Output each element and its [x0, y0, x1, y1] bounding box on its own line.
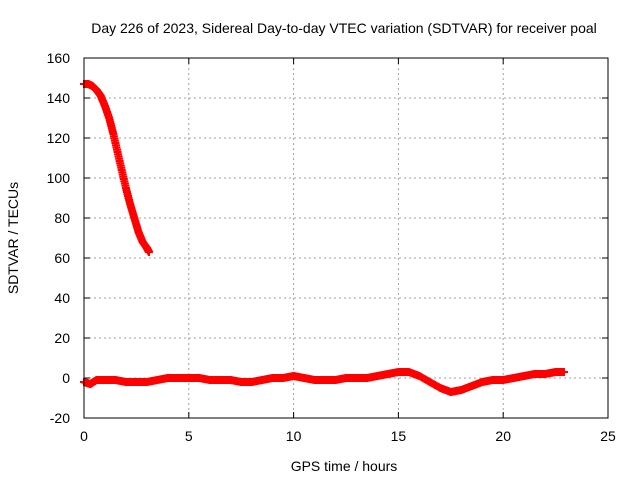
tick-labels: 0 5 10 15 20 25 -20 0 20 40 60 80 100 120 140 160: [47, 50, 616, 444]
y-tick-label: 100: [47, 170, 71, 186]
y-tick-label: 0: [62, 370, 70, 386]
y-tick-label: 120: [47, 130, 71, 146]
y-tick-label: 20: [54, 330, 70, 346]
data-point: [559, 368, 568, 376]
x-tick-label: 25: [600, 428, 616, 444]
y-tick-label: -20: [50, 410, 70, 426]
data-series-1: [80, 80, 153, 256]
axis-ticks: [83, 57, 609, 419]
y-tick-label: 80: [54, 210, 70, 226]
data-series-2: [80, 368, 568, 396]
chart-title: Day 226 of 2023, Sidereal Day-to-day VTE…: [91, 20, 597, 36]
x-axis-title: GPS time / hours: [291, 458, 398, 474]
y-tick-label: 160: [47, 50, 71, 66]
y-tick-label: 40: [54, 290, 70, 306]
x-tick-label: 15: [391, 428, 407, 444]
data-point: [144, 248, 153, 256]
x-tick-label: 10: [286, 428, 302, 444]
y-tick-label: 60: [54, 250, 70, 266]
x-tick-label: 5: [185, 428, 193, 444]
y-axis-title: SDTVAR / TECUs: [5, 182, 21, 294]
y-tick-label: 140: [47, 90, 71, 106]
plot-area: [80, 80, 568, 396]
plot-frame: [83, 57, 609, 419]
x-tick-label: 20: [495, 428, 511, 444]
x-tick-label: 0: [80, 428, 88, 444]
